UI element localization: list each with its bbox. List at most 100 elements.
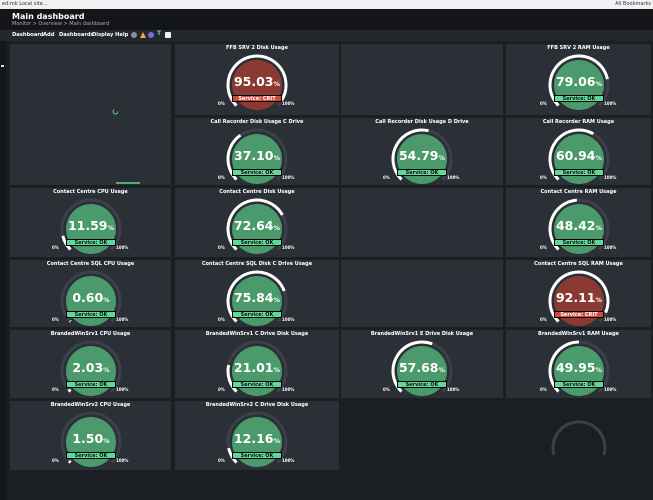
panel-title[interactable]: Contact Centre SQL RAM Usage bbox=[534, 261, 623, 267]
status-badge[interactable]: Service: OK bbox=[554, 239, 604, 246]
gauge[interactable]: 0.60% Service: OK 0% 100% bbox=[52, 268, 129, 332]
gauge-panel: BrandedWinSrv2 C Drive Disk Usage 12.16% S… bbox=[175, 401, 339, 470]
gauge[interactable]: 1.50% Service: OK 0% 100% bbox=[52, 409, 129, 473]
status-badge[interactable]: Service: OK bbox=[66, 311, 116, 318]
gauge-panel: BrandedWinSrv2 CPU Usage 1.50% Service: OK… bbox=[10, 401, 171, 470]
gauge-value-number: 12.16 bbox=[233, 431, 274, 446]
panel-title[interactable]: Contact Centre CPU Usage bbox=[53, 189, 128, 195]
gauge-unit: % bbox=[273, 437, 281, 445]
gauge-unit: % bbox=[595, 80, 603, 88]
panel-title[interactable]: Contact Centre RAM Usage bbox=[540, 189, 617, 195]
gauge[interactable]: 37.10% Service: OK 0% 100% bbox=[218, 126, 295, 190]
status-badge[interactable]: Service: CRIT bbox=[232, 95, 282, 102]
status-badge[interactable]: Service: OK bbox=[554, 169, 604, 176]
status-badge[interactable]: Service: OK bbox=[66, 239, 116, 246]
gauge-unit: % bbox=[595, 224, 603, 232]
gauge-value-arc bbox=[227, 447, 238, 464]
panel-title[interactable]: Call Recorder Disk Usage C Drive bbox=[210, 119, 304, 125]
status-badge[interactable]: Service: OK bbox=[554, 381, 604, 388]
settings-icon[interactable] bbox=[148, 32, 154, 38]
panel-title[interactable]: BrandedWinSrv2 CPU Usage bbox=[50, 402, 131, 408]
gauge-value-arc bbox=[548, 54, 609, 107]
gauge-value: 11.59% bbox=[53, 218, 129, 233]
menu-help[interactable]: Help bbox=[115, 32, 129, 38]
gauge-value-number: 75.84 bbox=[233, 290, 274, 305]
gauge-panel: Contact Centre Disk Usage 72.64% Service: … bbox=[175, 188, 339, 257]
bookmarks-link[interactable]: All Bookmarks bbox=[615, 1, 651, 7]
browser-tab-text[interactable]: ed:mk Local site... bbox=[2, 1, 48, 7]
status-badge[interactable]: Service: OK bbox=[232, 311, 282, 318]
sidebar-marker[interactable] bbox=[1, 65, 4, 67]
gauge-value: 37.10% bbox=[219, 148, 295, 163]
status-badge[interactable]: Service: OK bbox=[66, 452, 116, 459]
panel-title[interactable]: BrandedWinSrv1 E Drive Disk Usage bbox=[370, 331, 474, 337]
status-badge[interactable]: Service: OK bbox=[232, 169, 282, 176]
gauge-value-number: 60.94 bbox=[555, 148, 596, 163]
panel-title[interactable]: Contact Centre Disk Usage bbox=[219, 189, 295, 195]
gauge-value: 12.16% bbox=[219, 431, 295, 446]
gauge[interactable]: 57.68% Service: OK 0% 100% bbox=[383, 338, 460, 402]
gauge[interactable]: 75.84% Service: OK 0% 100% bbox=[218, 268, 295, 332]
moon-icon[interactable] bbox=[131, 32, 137, 38]
menu-dashboard[interactable]: Dashboard bbox=[12, 32, 44, 38]
page-title: Main dashboard bbox=[12, 12, 85, 21]
page-icon[interactable] bbox=[165, 32, 171, 38]
gauge-unit: % bbox=[595, 154, 603, 162]
gauge-unit: % bbox=[438, 154, 446, 162]
browser-bar: ed:mk Local site... All Bookmarks bbox=[0, 0, 653, 9]
gauge-value-arc bbox=[61, 235, 72, 251]
gauge-max-label: 100% bbox=[604, 175, 617, 180]
gauge[interactable]: 79.06% Service: OK 0% 100% bbox=[540, 52, 617, 116]
gauge[interactable]: 49.95% Service: OK 0% 100% bbox=[540, 338, 617, 402]
status-badge[interactable]: Service: OK bbox=[232, 239, 282, 246]
gauge-max-label: 100% bbox=[116, 317, 129, 322]
panel-title[interactable]: Contact Centre SQL CPU Usage bbox=[46, 261, 135, 267]
panel-title[interactable]: Call Recorder Disk Usage D Drive bbox=[375, 119, 469, 125]
gauge-value-number: 37.10 bbox=[233, 148, 274, 163]
gauge[interactable]: 21.01% Service: OK 0% 100% bbox=[218, 338, 295, 402]
panel-title[interactable]: FFB SRV 2 Disk Usage bbox=[226, 45, 288, 51]
gauge-value-number: 79.06 bbox=[555, 74, 596, 89]
status-badge[interactable]: Service: OK bbox=[397, 381, 447, 388]
gauge[interactable]: 48.42% Service: OK 0% 100% bbox=[540, 196, 617, 260]
menu-dashboards[interactable]: Dashboards bbox=[59, 32, 94, 38]
loading-gauge-icon bbox=[551, 420, 607, 456]
panel-title[interactable]: Call Recorder RAM Usage bbox=[542, 119, 615, 125]
gauge[interactable]: 54.79% Service: OK 0% 100% bbox=[383, 126, 460, 190]
warning-icon[interactable] bbox=[140, 32, 146, 38]
gauge-min-label: 0% bbox=[218, 175, 225, 180]
gauge-value-number: 54.79 bbox=[398, 148, 439, 163]
status-badge[interactable]: Service: OK bbox=[397, 169, 447, 176]
gauge[interactable]: 60.94% Service: OK 0% 100% bbox=[540, 126, 617, 190]
status-badge[interactable]: Service: OK bbox=[66, 381, 116, 388]
sidebar-strip bbox=[0, 41, 6, 500]
menu-display[interactable]: Display bbox=[92, 32, 114, 38]
panel-title[interactable]: BrandedWinSrv2 C Drive Disk Usage bbox=[205, 402, 309, 408]
gauge-max-label: 100% bbox=[282, 245, 295, 250]
gauge-value-number: 95.03 bbox=[233, 74, 274, 89]
status-badge[interactable]: Service: OK bbox=[554, 95, 604, 102]
gauge[interactable]: 2.03% Service: OK 0% 100% bbox=[52, 338, 129, 402]
status-badge[interactable]: Service: CRIT bbox=[554, 311, 604, 318]
panel-title[interactable]: BrandedWinSrv1 RAM Usage bbox=[538, 331, 619, 337]
gauge-unit: % bbox=[273, 366, 281, 374]
panel-title[interactable]: BrandedWinSrv1 CPU Usage bbox=[50, 331, 131, 337]
gauge-panel: BrandedWinSrv1 C Drive Disk Usage 21.01% S… bbox=[175, 330, 339, 398]
panel-title[interactable]: FFB SRV 2 RAM Usage bbox=[547, 45, 610, 51]
menu-add[interactable]: Add bbox=[43, 32, 55, 38]
gauge-panel: Call Recorder Disk Usage D Drive 54.79% Se… bbox=[341, 118, 503, 185]
panel-title[interactable]: BrandedWinSrv1 C Drive Disk Usage bbox=[205, 331, 309, 337]
gauge[interactable]: 95.03% Service: CRIT 0% 100% bbox=[218, 52, 295, 116]
gauge-unit: % bbox=[103, 296, 110, 304]
gauge[interactable]: 11.59% Service: OK 0% 100% bbox=[52, 196, 129, 260]
status-badge[interactable]: Service: OK bbox=[232, 452, 282, 459]
gauge[interactable]: 92.11% Service: CRIT 0% 100% bbox=[540, 268, 617, 332]
status-badge[interactable]: Service: OK bbox=[232, 381, 282, 388]
gauge-unit: % bbox=[103, 366, 110, 374]
gauge[interactable]: 72.64% Service: OK 0% 100% bbox=[218, 196, 295, 260]
text-icon[interactable]: T bbox=[157, 30, 162, 37]
gauge-max-label: 100% bbox=[604, 317, 617, 322]
gauge-value-number: 57.68 bbox=[398, 360, 439, 375]
gauge[interactable]: 12.16% Service: OK 0% 100% bbox=[218, 409, 295, 473]
panel-title[interactable]: Contact Centre SQL Disk C Drive Usage bbox=[201, 261, 313, 267]
